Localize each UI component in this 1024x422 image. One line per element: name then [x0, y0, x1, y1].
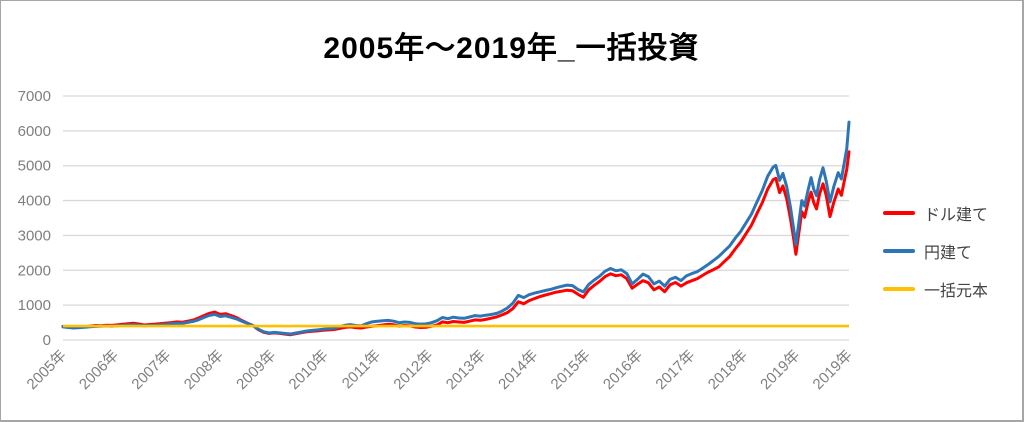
y-axis-tick-label: 1000 — [18, 297, 51, 314]
y-axis-tick-label: 7000 — [18, 88, 51, 105]
x-axis-tick-label: 2015年 — [548, 347, 594, 393]
x-axis-tick-label: 2013年 — [443, 347, 489, 393]
jpy-line-swatch — [883, 249, 915, 253]
x-axis-tick-label: 2006年 — [76, 347, 122, 393]
x-axis-tick-label: 2019年 — [810, 347, 856, 393]
legend-item-principal: 一括元本 — [883, 277, 988, 301]
legend: ドル建て 円建て 一括元本 — [883, 201, 988, 301]
y-axis-tick-label: 2000 — [18, 262, 51, 279]
x-axis-tick-label: 2017年 — [652, 347, 698, 393]
x-axis-tick-label: 2019年 — [757, 347, 803, 393]
legend-label-usd: ドル建て — [924, 207, 989, 224]
legend-item-usd: ドル建て — [883, 201, 988, 225]
legend-label-jpy: 円建て — [924, 245, 973, 262]
jpy-series-line — [61, 120, 851, 336]
x-axis-tick-label: 2005年 — [24, 347, 70, 393]
y-axis-tick-label: 3000 — [18, 227, 51, 244]
principal-line-swatch — [883, 287, 915, 291]
usd-line-swatch — [883, 211, 915, 215]
x-axis-tick-label: 2010年 — [286, 347, 332, 393]
y-axis-tick-label: 5000 — [18, 158, 51, 175]
usd-series-line — [61, 150, 851, 337]
x-axis-tick-label: 2018年 — [705, 347, 751, 393]
x-axis-tick-label: 2014年 — [495, 347, 541, 393]
x-axis-tick-label: 2009年 — [233, 347, 279, 393]
legend-item-jpy: 円建て — [883, 239, 988, 263]
x-axis-tick-label: 2008年 — [181, 347, 227, 393]
y-axis-tick-label: 4000 — [18, 193, 51, 210]
y-axis-tick-label: 6000 — [18, 123, 51, 140]
x-axis-tick-label: 2016年 — [600, 347, 646, 393]
x-axis-tick-label: 2007年 — [128, 347, 174, 393]
legend-label-principal: 一括元本 — [924, 283, 989, 300]
chart-title: 2005年～2019年_一括投資 — [323, 32, 700, 65]
x-axis-tick-label: 2012年 — [390, 347, 436, 393]
x-axis-tick-label: 2011年 — [339, 347, 384, 392]
y-axis-tick-label: 0 — [43, 332, 51, 349]
